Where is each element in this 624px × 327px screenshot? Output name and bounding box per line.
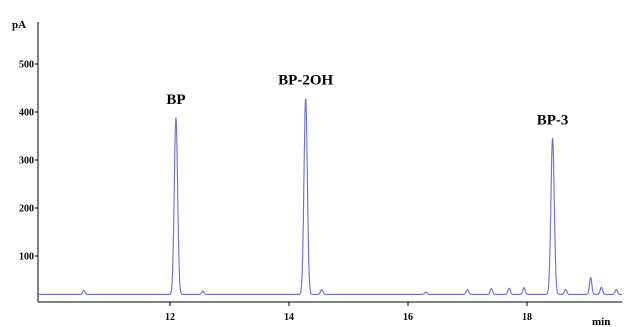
peak-labels: BP BP-2OH BP-3 — [166, 73, 568, 129]
x-axis-ticks: 12 14 16 18 — [165, 302, 532, 323]
y-tick-label: 200 — [19, 204, 34, 215]
y-tick-label: 300 — [19, 156, 34, 167]
y-axis-unit-label: pA — [12, 19, 26, 31]
y-axis-ticks: 100 200 300 400 500 — [19, 60, 38, 263]
x-tick-label: 18 — [522, 312, 532, 323]
x-tick-label: 12 — [165, 312, 175, 323]
peak-label: BP-3 — [537, 112, 569, 128]
y-tick-label: 100 — [19, 252, 34, 263]
y-tick-label: 500 — [19, 60, 34, 71]
x-axis-unit-label: min — [592, 316, 610, 327]
peak-label: BP-2OH — [278, 73, 333, 89]
chromatogram-trace — [37, 98, 623, 295]
x-tick-label: 16 — [403, 312, 413, 323]
x-tick-label: 14 — [284, 312, 294, 323]
peak-label: BP — [166, 92, 185, 108]
y-tick-label: 400 — [19, 108, 34, 119]
